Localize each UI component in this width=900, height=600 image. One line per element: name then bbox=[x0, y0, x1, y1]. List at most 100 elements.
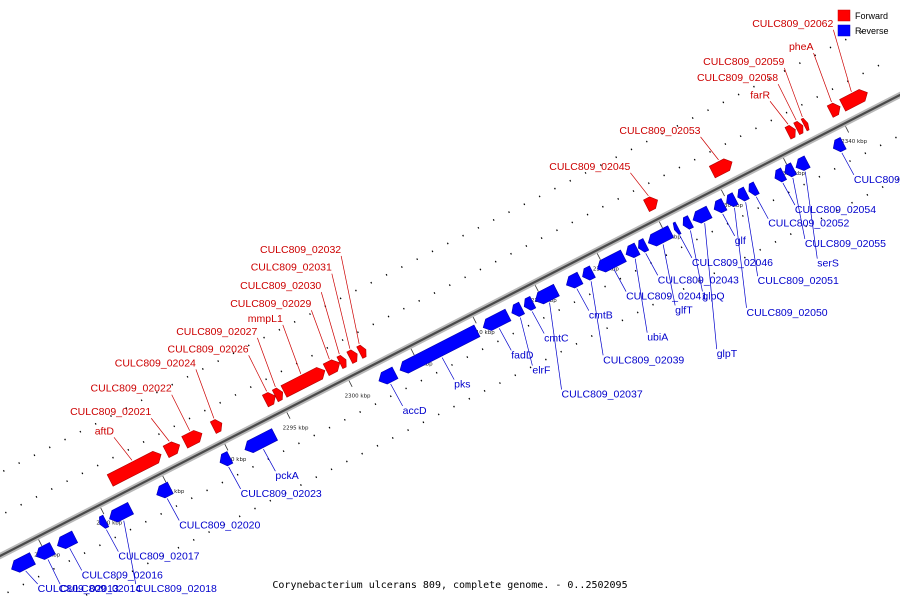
scale-tick bbox=[38, 539, 43, 547]
gene-arrow-culc809-02037[interactable]: CULC809_02037 bbox=[534, 283, 560, 305]
gene-label: CULC809_02039 bbox=[603, 354, 684, 366]
gene-arrow-culc809-02050[interactable]: CULC809_02050 bbox=[726, 192, 739, 208]
label-leader bbox=[228, 466, 241, 490]
gene-arrow-culc809-02051[interactable]: CULC809_02051 bbox=[737, 186, 750, 202]
label-leader bbox=[804, 171, 818, 259]
label-leader bbox=[813, 52, 832, 103]
gene-arrow-culc809-02053[interactable]: CULC809_02053 bbox=[708, 158, 733, 179]
gene-arrow-culc809-02027[interactable]: CULC809_02027 bbox=[271, 387, 284, 403]
label-leader bbox=[769, 101, 789, 125]
gene-label: CULC809_02022 bbox=[91, 383, 172, 395]
gene-arrow-culc809-02023[interactable]: CULC809_02023 bbox=[219, 451, 234, 467]
gene-arrow-fadd[interactable]: fadD bbox=[482, 308, 512, 331]
gene-arrow-culc809-02055[interactable]: CULC809_02055 bbox=[784, 162, 797, 178]
gene-label: glpQ bbox=[702, 290, 724, 302]
gene-arrow-glft[interactable]: glfT bbox=[647, 225, 675, 247]
gene-arrow-glpq[interactable]: glpQ bbox=[682, 215, 694, 230]
gene-arrow-farr[interactable]: farR bbox=[784, 125, 796, 140]
gene-arrow-culc809-02026[interactable]: CULC809_02026 bbox=[261, 392, 276, 408]
label-leader bbox=[106, 529, 119, 552]
label-leader bbox=[630, 172, 649, 197]
gene-arrow-cmtb[interactable]: cmtB bbox=[566, 271, 584, 289]
gene-arrow-phea[interactable]: pheA bbox=[826, 102, 841, 118]
gene-arrow-aftd[interactable]: aftD bbox=[106, 450, 162, 487]
scale-tick bbox=[224, 444, 229, 451]
gene-arrow-accd[interactable]: accD bbox=[378, 366, 399, 385]
gene-arrow-culc809-02031[interactable]: CULC809_02031 bbox=[346, 349, 358, 364]
gene-arrow-elrf[interactable]: elrF bbox=[511, 301, 526, 317]
gene-arrow-culc809-02059[interactable]: CULC809_02059 bbox=[800, 117, 810, 132]
gene-arrow-sers[interactable]: serS bbox=[795, 155, 811, 171]
gene-label: glpT bbox=[717, 348, 738, 360]
scale-tick bbox=[100, 507, 105, 515]
gene-arrow-culc809-02032[interactable]: CULC809_02032 bbox=[356, 344, 367, 359]
gene-arrow-culc809-02024[interactable]: CULC809_02024 bbox=[209, 419, 223, 434]
gene-arrow-culc809-02030[interactable]: CULC809_02030 bbox=[336, 354, 347, 370]
label-leader bbox=[47, 559, 61, 585]
gene-label: CULC809_02024 bbox=[115, 357, 196, 369]
gene-label: CULC809_02053 bbox=[619, 125, 700, 137]
gene-arrow-culc809-02020[interactable]: CULC809_02020 bbox=[156, 481, 174, 499]
gene-arrow-culc809-02021[interactable]: CULC809_02021 bbox=[162, 441, 181, 459]
gene-arrow-pks[interactable]: pks bbox=[399, 324, 481, 374]
gene-arrow-culc809-02018[interactable]: CULC809_02018 bbox=[109, 501, 135, 523]
gene-arrow-culc809-02045[interactable]: CULC809_02045 bbox=[643, 196, 658, 213]
gene-arrow-culc809-02029[interactable]: CULC809_02029 bbox=[322, 359, 341, 377]
gene-label: CULC809_02031 bbox=[251, 262, 332, 274]
label-leader bbox=[782, 182, 796, 206]
legend-reverse-label: Reverse bbox=[855, 26, 889, 36]
gene-arrow-culc809-02062[interactable]: CULC809_02062 bbox=[839, 89, 868, 112]
label-leader bbox=[25, 570, 38, 585]
label-leader bbox=[679, 235, 693, 259]
gene-arrow-culc809-02017[interactable]: CULC809_02017 bbox=[99, 514, 110, 529]
gene-arrow-glpt[interactable]: glpT bbox=[692, 205, 713, 224]
gene-arrow-culc809-02013[interactable]: CULC809_02013 bbox=[11, 552, 36, 573]
gene-arrow-culc809-02016[interactable]: CULC809_02016 bbox=[57, 530, 79, 550]
gene-arrow-culc809-02052[interactable]: CULC809_02052 bbox=[748, 181, 760, 196]
gene-label: CULC809_02037 bbox=[562, 389, 643, 401]
gene-arrow-culc809-02022[interactable]: CULC809_02022 bbox=[181, 430, 203, 449]
gene-label: CULC809_02060 bbox=[854, 174, 900, 186]
backbone-line bbox=[0, 93, 900, 558]
scale-tick bbox=[596, 253, 601, 260]
label-leader bbox=[704, 223, 718, 350]
gene-arrow-culc809-02041[interactable]: CULC809_02041 bbox=[597, 249, 627, 273]
scale-tick bbox=[286, 412, 291, 419]
scale-tick-label: 2290 kbp bbox=[221, 457, 247, 463]
label-leader bbox=[498, 328, 512, 351]
gene-arrow-culc809-02058[interactable]: CULC809_02058 bbox=[793, 120, 804, 136]
scale-tick bbox=[783, 157, 787, 165]
gene-label: accD bbox=[403, 405, 427, 417]
label-leader bbox=[662, 244, 676, 306]
gene-label: CULC809_02052 bbox=[768, 218, 849, 230]
gene-arrow-culc809-02043[interactable]: CULC809_02043 bbox=[638, 238, 650, 253]
label-leader bbox=[195, 369, 215, 419]
gene-label: CULC809_02023 bbox=[241, 488, 322, 500]
gene-arrow-culc809-02046[interactable]: CULC809_02046 bbox=[672, 221, 682, 235]
gene-label: CULC809_02051 bbox=[758, 275, 839, 287]
gene-arrow-ubia[interactable]: ubiA bbox=[625, 242, 641, 259]
gene-labels: aftDCULC809_02021CULC809_02022CULC809_02… bbox=[38, 18, 900, 595]
gene-label: CULC809_02043 bbox=[658, 274, 739, 286]
label-leader bbox=[549, 302, 562, 390]
gene-arrow-pcka[interactable]: pckA bbox=[244, 428, 279, 454]
gene-label: CULC809_02030 bbox=[240, 280, 321, 292]
scale-tick bbox=[348, 380, 353, 388]
gene-arrow-cmtc[interactable]: cmtC bbox=[523, 295, 537, 311]
gene-arrow-glf[interactable]: glf bbox=[713, 198, 728, 214]
dotted-guide-line bbox=[0, 57, 893, 517]
gene-label: cmtC bbox=[544, 333, 569, 345]
label-leader bbox=[734, 207, 747, 308]
scale-tick-label: 2280 kbp bbox=[96, 521, 122, 527]
scale-tick-label: 2300 kbp bbox=[345, 394, 371, 400]
scale-tick bbox=[472, 316, 477, 324]
gene-arrow-culc809-02039[interactable]: CULC809_02039 bbox=[582, 265, 596, 281]
gene-arrow-culc809-02054[interactable]: CULC809_02054 bbox=[774, 167, 788, 183]
gene-arrow-culc809-02060[interactable]: CULC809_02060 bbox=[832, 136, 847, 153]
label-leader bbox=[576, 288, 590, 311]
gene-arrow-mmpl1[interactable]: mmpL1 bbox=[280, 367, 326, 398]
gene-arrow-culc809-02014[interactable]: CULC809_02014 bbox=[35, 542, 56, 560]
gene-label: CULC809_02013 bbox=[38, 583, 119, 595]
